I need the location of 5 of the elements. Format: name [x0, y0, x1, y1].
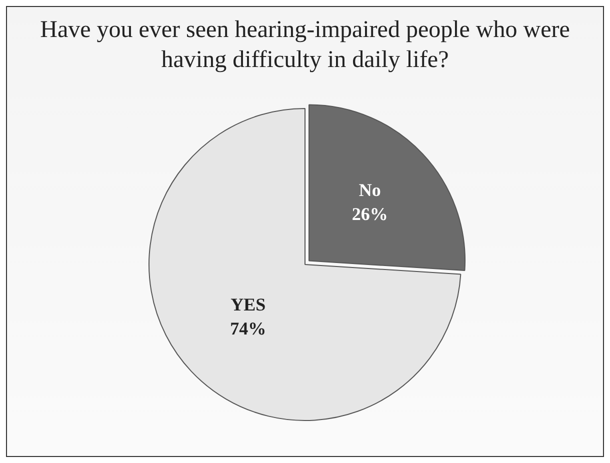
- slice-label: No: [358, 180, 381, 200]
- data-label: 74%: [230, 318, 266, 339]
- slice-label: YES: [230, 294, 266, 315]
- chart-title: Have you ever seen hearing-impaired people who were having difficulty in daily life?: [39, 16, 571, 75]
- data-label: 26%: [352, 204, 388, 224]
